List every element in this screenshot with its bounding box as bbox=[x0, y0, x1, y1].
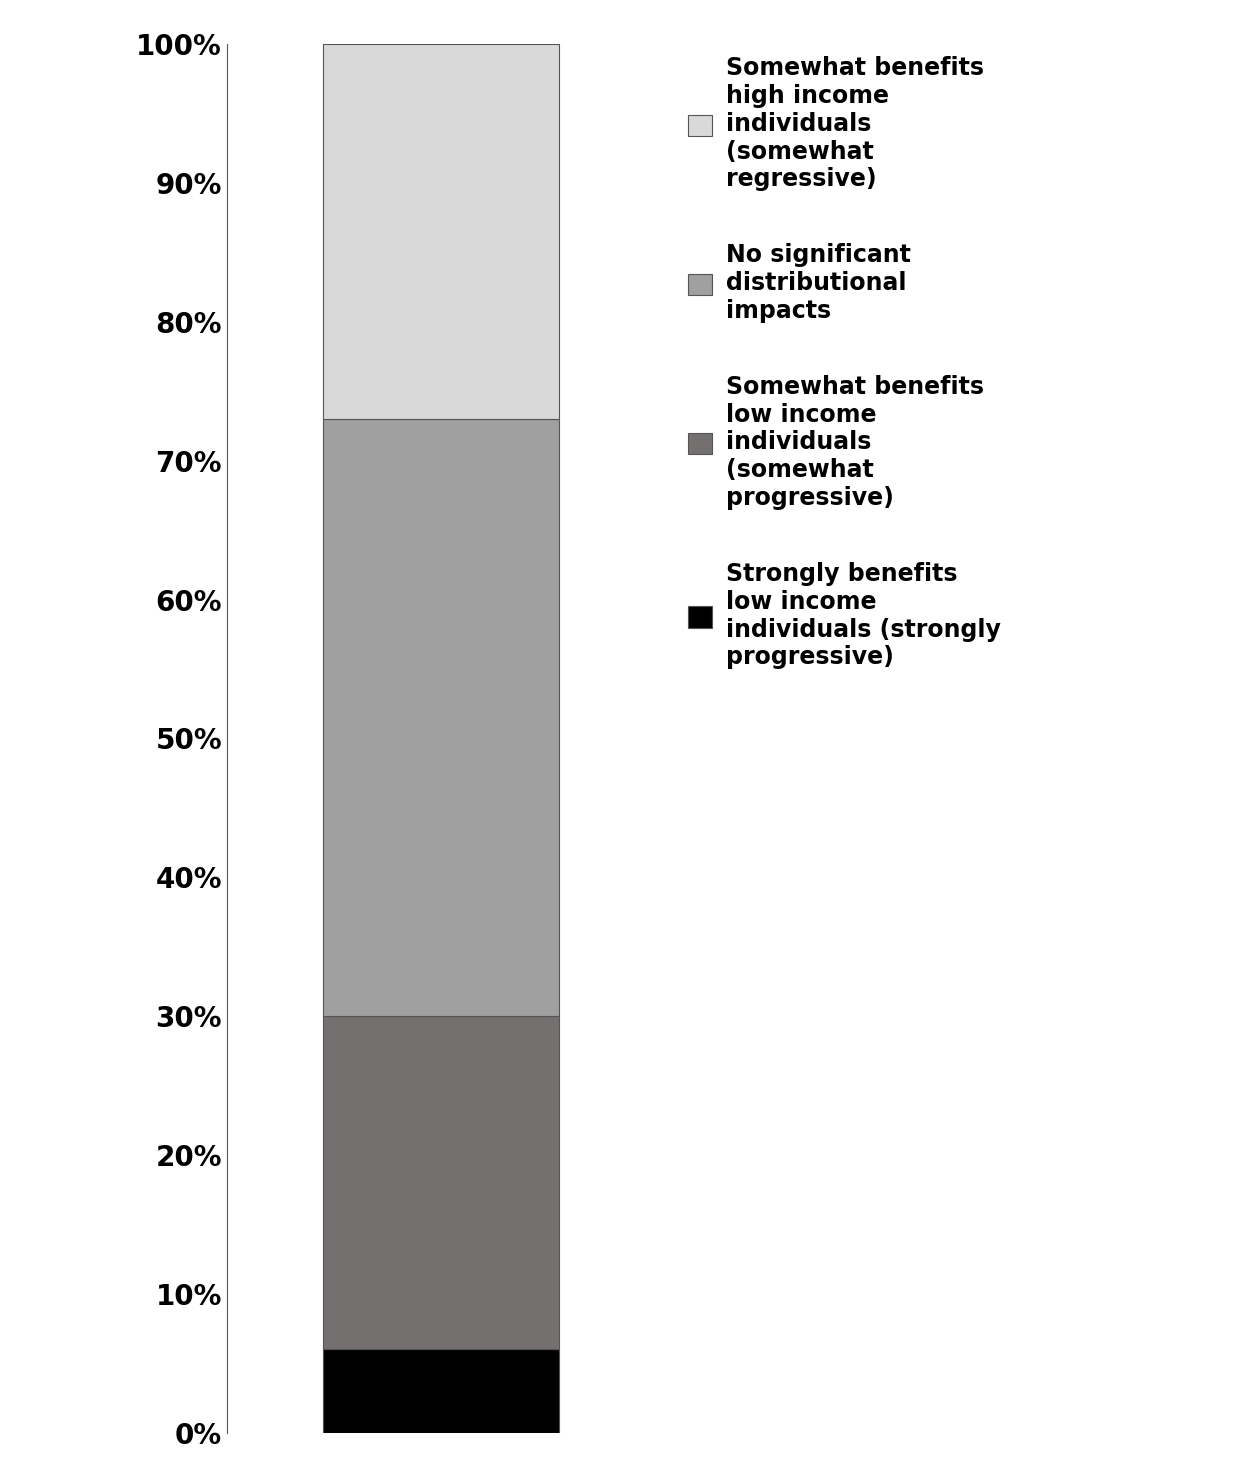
Bar bbox=[323, 1016, 558, 1350]
Legend: Somewhat benefits
high income
individuals
(somewhat
regressive), No significant
: Somewhat benefits high income individual… bbox=[688, 56, 1002, 669]
Bar bbox=[323, 44, 558, 419]
Bar bbox=[323, 1350, 558, 1433]
Bar bbox=[323, 419, 558, 1016]
